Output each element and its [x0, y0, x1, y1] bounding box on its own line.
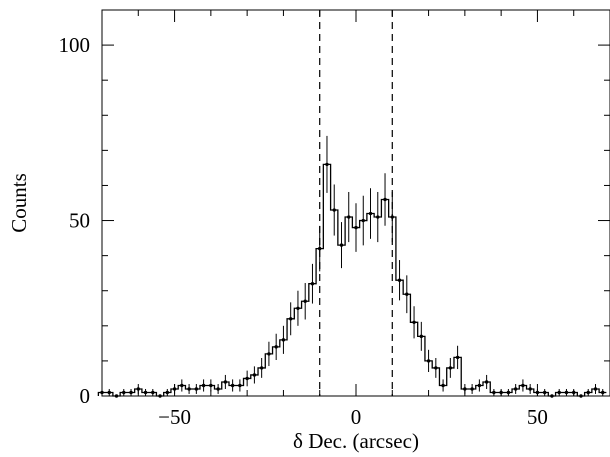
data-point: [122, 390, 126, 395]
data-point: [572, 390, 576, 395]
data-point: [448, 366, 453, 370]
data-point: [180, 383, 184, 388]
data-point: [259, 366, 264, 370]
data-point: [216, 387, 220, 391]
axis-ticks: [102, 10, 610, 397]
data-point: [361, 218, 365, 223]
y-tick-label: 0: [80, 384, 91, 408]
y-tick-label: 50: [69, 209, 90, 233]
error-bars: [101, 135, 604, 396]
data-point: [383, 197, 387, 202]
data-point: [252, 373, 257, 377]
data-point: [354, 225, 358, 230]
data-point: [513, 387, 518, 391]
data-point: [325, 162, 329, 167]
data-point: [158, 394, 162, 398]
data-point: [521, 383, 525, 388]
data-point: [245, 376, 249, 381]
data-point: [136, 387, 140, 391]
data-point: [528, 387, 532, 391]
data-point: [172, 387, 177, 391]
data-point: [542, 390, 547, 395]
data-point: [230, 383, 235, 388]
data-point: [506, 390, 511, 395]
data-point: [426, 359, 431, 363]
data-point: [376, 215, 380, 219]
data-point: [499, 390, 503, 395]
data-point: [165, 390, 170, 395]
data-point: [281, 338, 286, 342]
histogram-step-line: [97, 163, 607, 397]
data-point: [397, 278, 402, 282]
data-point: [550, 394, 554, 398]
x-tick-label: −50: [158, 405, 191, 429]
data-point: [477, 383, 482, 388]
data-point: [535, 390, 540, 395]
y-axis-label: Counts: [7, 173, 31, 233]
data-point: [107, 390, 111, 395]
data-point: [209, 383, 213, 388]
data-point: [419, 334, 424, 339]
data-point: [318, 246, 322, 251]
data-point: [593, 387, 598, 391]
data-point: [201, 383, 206, 388]
data-point: [405, 292, 409, 296]
data-point: [194, 387, 199, 391]
data-point: [143, 390, 148, 395]
data-point: [332, 208, 336, 212]
data-point: [274, 345, 278, 349]
data-point: [557, 390, 561, 395]
data-point: [151, 390, 155, 395]
x-tick-label: 0: [351, 405, 362, 429]
x-tick-label: 50: [527, 405, 548, 429]
data-point: [347, 215, 351, 219]
data-point: [390, 215, 394, 219]
data-point: [579, 394, 583, 398]
data-point: [303, 299, 307, 303]
data-point: [238, 383, 242, 388]
data-point: [310, 282, 315, 286]
data-point: [267, 352, 271, 356]
x-axis-label: δ Dec. (arcsec): [293, 429, 419, 453]
data-point: [368, 211, 373, 216]
data-point: [470, 387, 474, 391]
data-point: [114, 394, 119, 398]
plot-frame: [101, 9, 610, 397]
data-point: [492, 390, 496, 395]
data-point: [187, 387, 191, 391]
data-point: [564, 390, 569, 395]
data-point: [463, 387, 467, 391]
data-point: [129, 390, 133, 395]
data-point: [296, 306, 300, 310]
data-point: [586, 390, 590, 395]
tick-labels: −50 0 50 0 50 100: [59, 33, 548, 429]
data-point: [434, 366, 438, 370]
data-point: [100, 390, 104, 395]
data-point: [412, 320, 416, 325]
data-point: [339, 243, 344, 247]
data-point: [601, 390, 605, 395]
data-point: [223, 380, 228, 384]
data-points: [100, 162, 605, 398]
data-point: [441, 383, 445, 388]
data-point: [484, 380, 489, 384]
y-tick-label: 100: [59, 33, 91, 57]
data-point: [288, 317, 293, 321]
data-point: [455, 355, 460, 360]
